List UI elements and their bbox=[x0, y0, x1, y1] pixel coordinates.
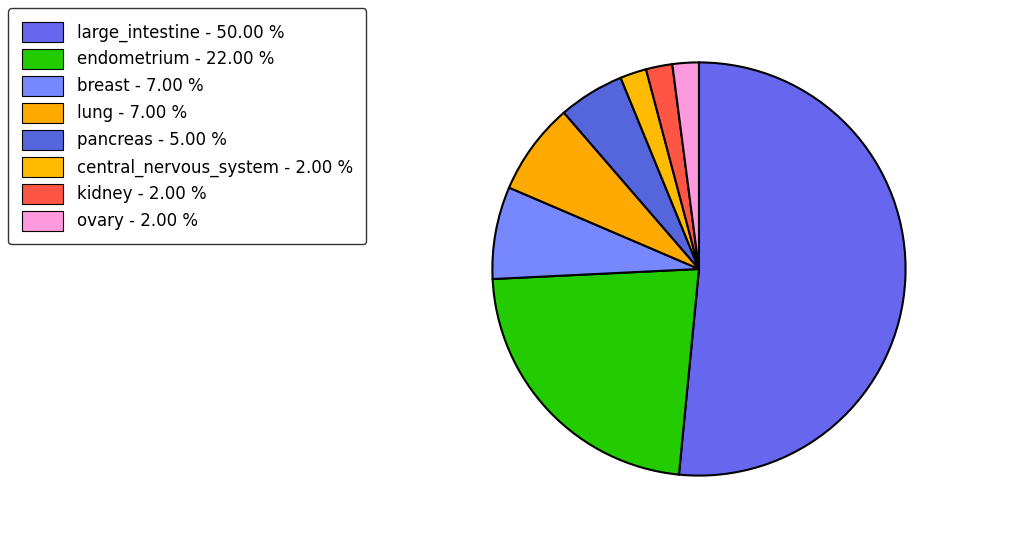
Wedge shape bbox=[679, 62, 906, 476]
Wedge shape bbox=[673, 62, 699, 269]
Wedge shape bbox=[564, 78, 699, 269]
Legend: large_intestine - 50.00 %, endometrium - 22.00 %, breast - 7.00 %, lung - 7.00 %: large_intestine - 50.00 %, endometrium -… bbox=[8, 8, 366, 244]
Wedge shape bbox=[492, 269, 699, 475]
Wedge shape bbox=[621, 69, 699, 269]
Wedge shape bbox=[510, 112, 699, 269]
Wedge shape bbox=[646, 64, 699, 269]
Wedge shape bbox=[492, 188, 699, 279]
